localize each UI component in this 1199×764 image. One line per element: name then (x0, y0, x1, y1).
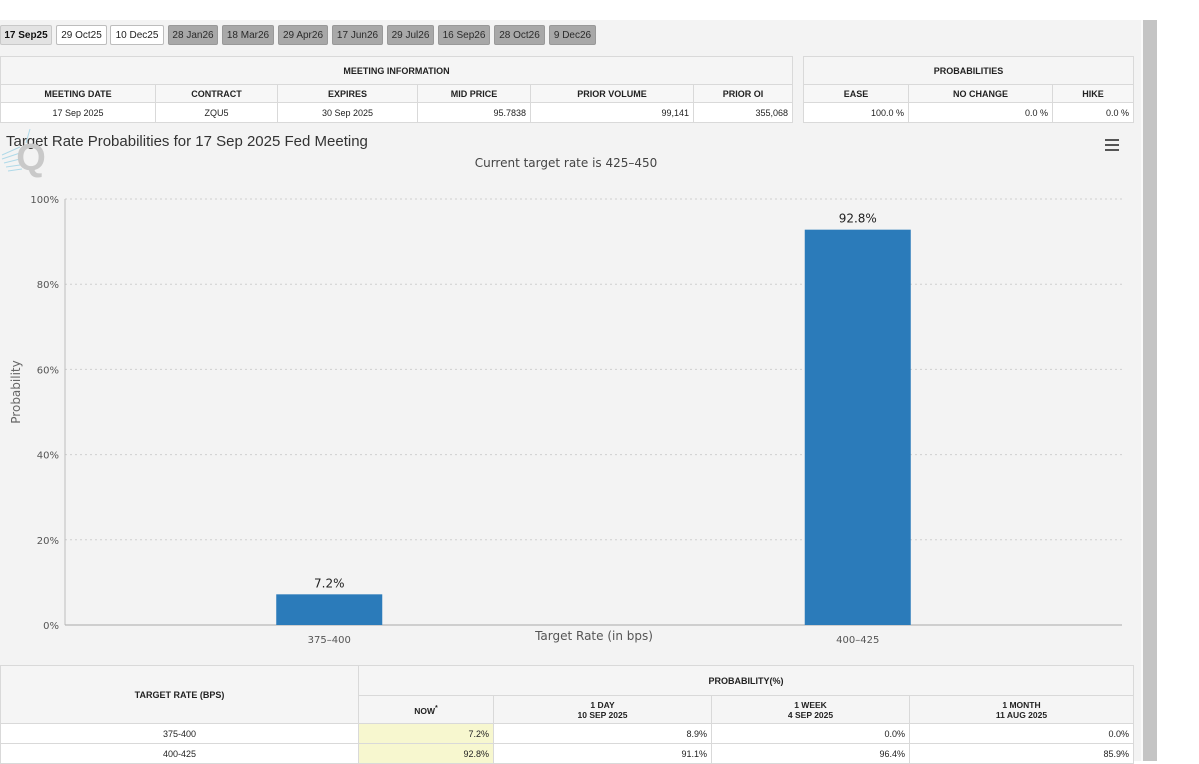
meeting-information-header: MEETING INFORMATION (0, 56, 794, 85)
y-tick-label: 20% (37, 536, 59, 547)
col-1-month-date: 11 AUG 2025 (995, 709, 1048, 720)
probabilities-header: PROBABILITIES (803, 56, 1134, 85)
contract-value: ZQU5 (155, 102, 278, 123)
one-month-cell: 85.9% (909, 743, 1134, 764)
col-expires: EXPIRES (277, 84, 418, 103)
prior-oi-value: 355,068 (692, 102, 794, 123)
x-axis-label: Target Rate (in bps) (534, 629, 653, 643)
one-month-cell: 0.0% (909, 723, 1134, 744)
x-tick-label: 400–425 (836, 635, 879, 646)
col-1-day: 1 DAY 10 SEP 2025 (493, 695, 712, 724)
tab-28-oct26[interactable]: 28 Oct26 (494, 25, 545, 45)
one-day-cell: 8.9% (493, 723, 712, 744)
probabilities-table: PROBABILITIES EASE NO CHANGE HIKE 100.0 … (803, 56, 1134, 123)
tab-29-oct25[interactable]: 29 Oct25 (56, 25, 107, 45)
tab-28-jan26[interactable]: 28 Jan26 (168, 25, 218, 45)
tab-16-sep26[interactable]: 16 Sep26 (438, 25, 490, 45)
hike-value: 0.0 % (1052, 102, 1134, 123)
probability-header: PROBABILITY(%) (358, 665, 1134, 696)
tab-18-mar26[interactable]: 18 Mar26 (222, 25, 274, 45)
tab-17-jun26[interactable]: 17 Jun26 (332, 25, 383, 45)
col-1-month-label: 1 MONTH (1002, 699, 1041, 710)
one-week-cell: 0.0% (711, 723, 910, 744)
quikstrike-q-logo: Q (1, 128, 46, 179)
col-1-week-label: 1 WEEK (794, 699, 827, 710)
tab-29-apr26[interactable]: 29 Apr26 (278, 25, 328, 45)
col-prior-oi: PRIOR OI (692, 84, 794, 103)
x-tick-label: 375–400 (308, 635, 351, 646)
target-rate-chart: 0% 20% 40% 60% 80% 100% 7.2% 375–400 92.8% 400–42… (0, 125, 1132, 658)
no-change-value: 0.0 % (908, 102, 1053, 123)
col-contract: CONTRACT (155, 84, 278, 103)
table-row: 375-400 7.2% 8.9% 0.0% 0.0% (0, 723, 1134, 744)
col-meeting-date: MEETING DATE (0, 84, 156, 103)
expires-value: 30 Sep 2025 (277, 102, 418, 123)
meeting-information-table: MEETING INFORMATION MEETING DATE CONTRAC… (0, 56, 794, 123)
col-1-week-date: 4 SEP 2025 (787, 709, 834, 720)
col-prior-volume: PRIOR VOLUME (530, 84, 694, 103)
chart-title: Target Rate Probabilities for 17 Sep 202… (6, 133, 368, 150)
col-no-change: NO CHANGE (908, 84, 1053, 103)
mid-price-value: 95.7838 (417, 102, 531, 123)
chart-svg: 0% 20% 40% 60% 80% 100% 7.2% 375–400 92.8% 400–42… (9, 195, 1122, 646)
now-cell: 92.8% (358, 743, 494, 764)
fedwatch-panel: 17 Sep25 29 Oct25 10 Dec25 28 Jan26 18 M… (0, 20, 1141, 764)
col-1-day-date: 10 SEP 2025 (577, 709, 628, 720)
col-1-week: 1 WEEK 4 SEP 2025 (711, 695, 910, 724)
col-ease: EASE (803, 84, 909, 103)
y-tick-label: 60% (37, 365, 59, 376)
ease-value: 100.0 % (803, 102, 909, 123)
now-cell: 7.2% (358, 723, 494, 744)
y-tick-label: 40% (37, 451, 59, 462)
data-label: 92.8% (839, 212, 877, 226)
chart-subtitle: Current target rate is 425–450 (474, 156, 658, 170)
col-now: NOW* (358, 695, 494, 724)
vertical-scrollbar[interactable] (1143, 20, 1157, 761)
col-now-label: NOW (414, 705, 435, 716)
col-mid-price: MID PRICE (417, 84, 531, 103)
y-tick-label: 100% (30, 195, 59, 206)
col-1-day-label: 1 DAY (590, 699, 615, 710)
bar[interactable] (804, 229, 911, 625)
tab-10-dec25[interactable]: 10 Dec25 (110, 25, 164, 45)
col-now-footnote-mark: * (435, 704, 438, 713)
y-tick-label: 80% (37, 280, 59, 291)
right-blank-area (1157, 0, 1199, 761)
chart-gridlines (64, 198, 1122, 626)
data-label: 7.2% (314, 576, 345, 590)
chart-labels: 0% 20% 40% 60% 80% 100% 7.2% 375–400 92.8% 400–42… (30, 195, 879, 646)
prior-volume-value: 99,141 (530, 102, 694, 123)
hamburger-menu-icon[interactable] (1103, 137, 1121, 153)
tab-9-dec26[interactable]: 9 Dec26 (549, 25, 596, 45)
tab-17-sep25[interactable]: 17 Sep25 (0, 25, 52, 45)
col-hike: HIKE (1052, 84, 1134, 103)
bar[interactable] (276, 594, 383, 625)
one-week-cell: 96.4% (711, 743, 910, 764)
col-target-rate: TARGET RATE (BPS) (0, 665, 359, 724)
chart-bars (276, 229, 911, 625)
tab-29-jul26[interactable]: 29 Jul26 (387, 25, 434, 45)
svg-text:Q: Q (16, 137, 46, 179)
rate-cell: 375-400 (0, 723, 359, 744)
browser-top-strip (0, 0, 1157, 21)
col-1-month: 1 MONTH 11 AUG 2025 (909, 695, 1134, 724)
y-tick-label: 0% (43, 621, 59, 632)
y-axis-label: Probability (9, 360, 23, 423)
meeting-date-value: 17 Sep 2025 (0, 102, 156, 123)
target-rate-probability-table: TARGET RATE (BPS) PROBABILITY(%) NOW* 1 … (0, 665, 1134, 764)
